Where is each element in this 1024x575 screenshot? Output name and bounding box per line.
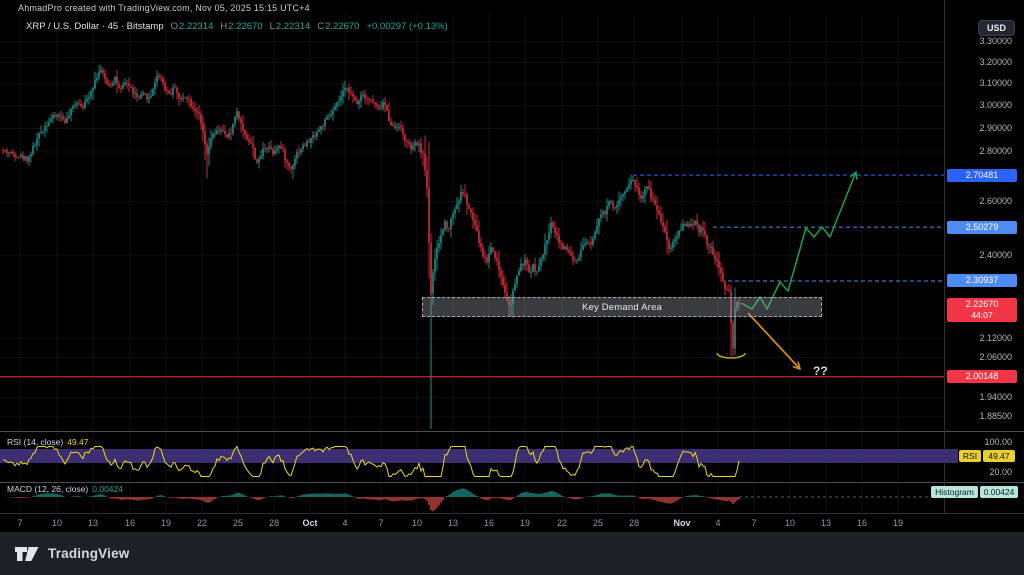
price-tick: 2.06000: [979, 351, 1012, 362]
time-tick: 13: [820, 518, 831, 528]
rsi-scale-low: 20.00: [989, 467, 1012, 477]
price-tick: 3.30000: [979, 36, 1012, 47]
price-tick: 3.20000: [979, 57, 1012, 68]
ohlc-low: L2.22314: [269, 21, 311, 32]
macd-histogram-badge: Histogram: [931, 486, 978, 498]
key-demand-area-label: Key Demand Area: [581, 301, 663, 313]
price-change: +0.00297 (+0.13%): [366, 21, 448, 32]
time-tick: 19: [160, 518, 171, 528]
time-tick: 16: [483, 518, 494, 528]
price-tick: 2.60000: [979, 196, 1012, 207]
rsi-value-badge: 49.47: [983, 450, 1015, 462]
macd-label: MACD (12, 26, close): [7, 484, 89, 494]
rsi-scale-high: 100.00: [984, 437, 1012, 447]
time-tick: 16: [856, 518, 867, 528]
ohlc-open: O2.22314: [170, 21, 214, 32]
time-tick: 19: [519, 518, 530, 528]
time-tick: 13: [447, 518, 458, 528]
rsi-value: 49.47: [67, 437, 89, 447]
time-tick: 10: [51, 518, 62, 528]
price-label-chip: 2.50279: [947, 220, 1017, 234]
time-tick: 7: [17, 518, 23, 528]
ohlc-close: C2.22670: [317, 21, 360, 32]
question-annotation: ??: [813, 364, 828, 378]
price-label-chip: 2.70481: [947, 168, 1017, 182]
time-tick: 16: [124, 518, 135, 528]
price-label-chip: 2.00148: [947, 370, 1017, 384]
price-tick: 2.40000: [979, 249, 1012, 260]
rsi-label: RSI (14, close): [7, 437, 64, 447]
rsi-indicator-legend[interactable]: RSI (14, close) 49.47: [7, 437, 89, 447]
macd-value: 0.00424: [92, 484, 123, 494]
symbol-title[interactable]: XRP / U.S. Dollar · 45 · Bitstamp: [26, 21, 164, 32]
key-demand-area-box[interactable]: Key Demand Area: [422, 297, 822, 317]
time-tick: 4: [715, 518, 721, 528]
macd-value-badge: 0.00424: [980, 486, 1018, 498]
ohlc-high: H2.22670: [220, 21, 263, 32]
time-tick: Oct: [302, 518, 318, 528]
rsi-badge: RSI: [959, 450, 981, 462]
price-label-chip: 2.30937: [947, 274, 1017, 288]
time-tick: 28: [268, 518, 279, 528]
price-tick: 3.00000: [979, 100, 1012, 111]
time-tick: 25: [592, 518, 603, 528]
tradingview-brand-text[interactable]: TradingView: [48, 546, 130, 561]
symbol-info-row[interactable]: XRP / U.S. Dollar · 45 · Bitstamp O2.223…: [26, 21, 448, 32]
time-tick: 13: [87, 518, 98, 528]
price-label-chip: 2.22670 44:07: [947, 298, 1017, 323]
watermark-text: AhmadPro created with TradingView.com, N…: [18, 3, 310, 13]
price-tick: 1.88500: [979, 411, 1012, 422]
currency-toggle-button[interactable]: USD: [978, 20, 1015, 36]
time-tick: 19: [892, 518, 903, 528]
time-tick: 28: [628, 518, 639, 528]
footer-bar: TradingView: [0, 532, 1024, 575]
price-tick: 2.12000: [979, 332, 1012, 343]
price-tick: 2.90000: [979, 122, 1012, 133]
time-tick: 22: [556, 518, 567, 528]
time-tick: 25: [232, 518, 243, 528]
time-tick: 10: [411, 518, 422, 528]
price-tick: 3.10000: [979, 78, 1012, 89]
time-tick: 4: [342, 518, 348, 528]
macd-indicator-legend[interactable]: MACD (12, 26, close) 0.00424: [7, 484, 123, 494]
price-tick: 1.94000: [979, 392, 1012, 403]
time-tick: 22: [196, 518, 207, 528]
tradingview-logo-icon[interactable]: [14, 544, 40, 564]
time-tick: Nov: [673, 518, 691, 528]
time-tick: 7: [378, 518, 384, 528]
price-tick: 2.80000: [979, 146, 1012, 157]
time-tick: 7: [751, 518, 757, 528]
time-tick: 10: [784, 518, 795, 528]
